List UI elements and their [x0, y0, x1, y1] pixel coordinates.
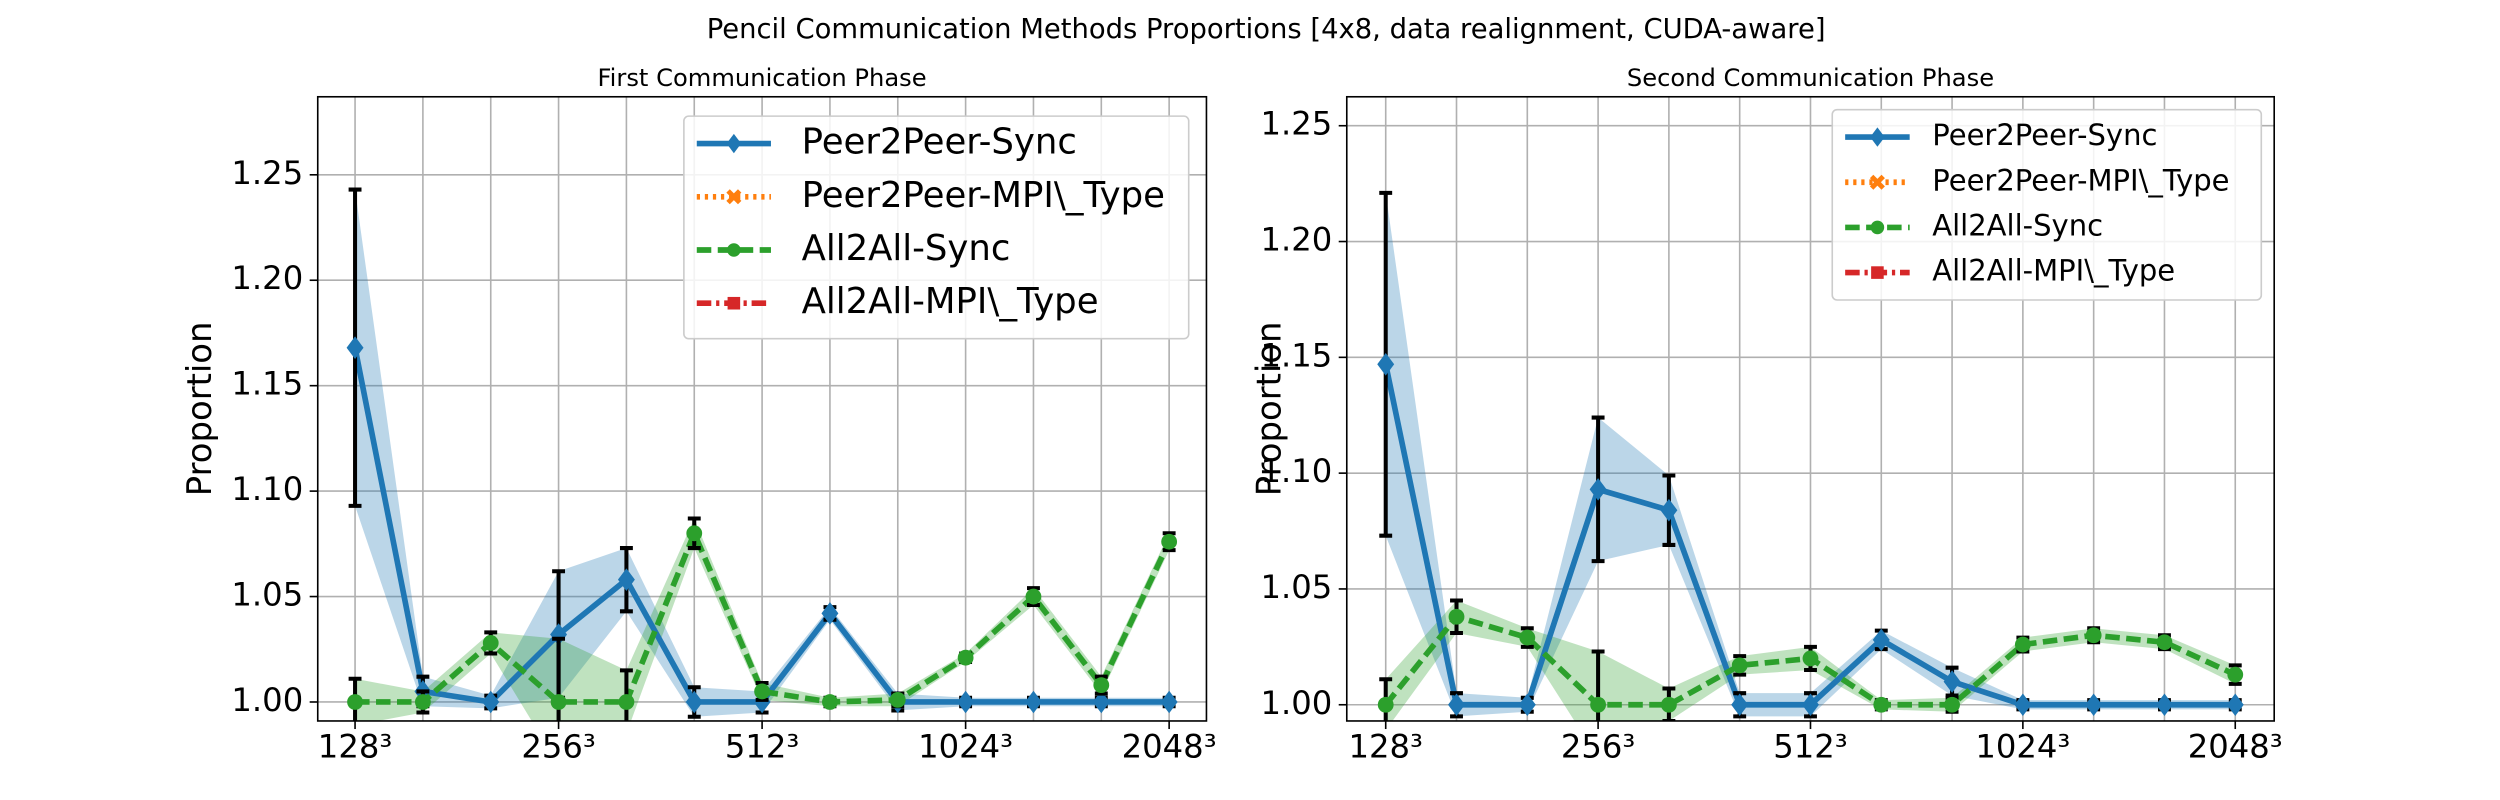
- y-tick-label: 1.05: [231, 576, 303, 614]
- marker: [957, 690, 975, 714]
- marker: [1589, 478, 1607, 501]
- y-tick-label: 1.00: [1260, 684, 1332, 722]
- marker: [618, 694, 635, 710]
- marker: [1870, 220, 1885, 235]
- x-tick-label: 128³: [318, 727, 392, 765]
- marker: [821, 602, 839, 625]
- x-tick-label: 512³: [725, 727, 799, 765]
- marker: [1024, 690, 1042, 714]
- marker: [726, 189, 742, 205]
- marker: [1093, 677, 1110, 694]
- marker: [2156, 634, 2173, 651]
- y-tick-label: 1.20: [231, 259, 303, 297]
- legend-label: Peer2Peer-Sync: [1932, 118, 2157, 152]
- marker: [754, 683, 770, 700]
- legend-label: Peer2Peer-MPI\_Type: [1932, 163, 2229, 197]
- marker: [550, 694, 567, 710]
- marker: [1802, 650, 1819, 667]
- y-tick-label: 1.10: [1260, 452, 1332, 490]
- legend-label: All2All-MPI\_Type: [802, 281, 1099, 322]
- marker: [1869, 174, 1885, 190]
- x-tick-label: 1024³: [1975, 727, 2070, 765]
- marker: [1160, 690, 1178, 714]
- marker: [822, 694, 838, 710]
- marker: [2085, 627, 2102, 644]
- marker: [1944, 696, 1960, 713]
- marker: [1377, 352, 1395, 376]
- marker: [1660, 696, 1677, 713]
- y-axis-label: Proportion: [1249, 322, 1288, 497]
- marker: [2226, 693, 2244, 717]
- legend-label: Peer2Peer-Sync: [802, 122, 1077, 163]
- x-tick-label: 2048³: [1122, 727, 1217, 765]
- marker: [727, 296, 741, 310]
- y-tick-label: 1.00: [231, 681, 303, 719]
- marker: [957, 649, 974, 666]
- y-tick-label: 1.15: [1260, 336, 1332, 374]
- marker: [2155, 693, 2173, 717]
- marker: [1871, 266, 1884, 279]
- y-axis-label: Proportion: [180, 322, 219, 497]
- legend-box: [683, 115, 1190, 340]
- marker: [1870, 127, 1885, 147]
- marker: [2014, 693, 2032, 717]
- marker: [2014, 636, 2031, 653]
- marker: [414, 694, 431, 710]
- figure-title: Pencil Communication Methods Proportions…: [707, 14, 1826, 45]
- y-tick-label: 1.15: [231, 365, 303, 403]
- marker: [617, 568, 635, 591]
- marker: [686, 525, 703, 542]
- x-tick-label: 256³: [1561, 727, 1635, 765]
- marker: [347, 694, 363, 710]
- x-tick-label: 512³: [1773, 727, 1847, 765]
- legend-label: All2All-Sync: [1932, 208, 2103, 242]
- marker: [482, 635, 499, 651]
- axes-title: First Communication Phase: [598, 64, 927, 92]
- marker: [1448, 608, 1465, 625]
- marker: [1092, 690, 1110, 714]
- marker: [1873, 696, 1890, 713]
- y-tick-label: 1.10: [231, 470, 303, 508]
- legend-label: All2All-MPI\_Type: [1932, 254, 2175, 288]
- axes-frame: [316, 95, 1208, 722]
- marker: [1660, 498, 1678, 522]
- marker: [726, 133, 742, 154]
- legend-label: Peer2Peer-MPI\_Type: [802, 175, 1165, 216]
- axes-frame: [1345, 95, 2275, 722]
- y-tick-label: 1.25: [1260, 105, 1332, 143]
- marker: [346, 336, 364, 360]
- x-tick-label: 2048³: [2188, 727, 2283, 765]
- marker: [727, 243, 741, 257]
- marker: [1731, 657, 1748, 674]
- marker: [2227, 666, 2244, 683]
- y-tick-label: 1.20: [1260, 221, 1332, 259]
- marker: [685, 690, 703, 714]
- legend-label: All2All-Sync: [802, 228, 1011, 269]
- axes-title: Second Communication Phase: [1627, 64, 1994, 92]
- marker: [1590, 696, 1607, 713]
- marker: [1161, 533, 1178, 550]
- marker: [1377, 696, 1394, 713]
- y-tick-label: 1.25: [231, 154, 303, 192]
- x-tick-label: 128³: [1348, 727, 1422, 765]
- marker: [2085, 693, 2103, 717]
- marker: [889, 691, 906, 708]
- x-tick-label: 256³: [521, 727, 595, 765]
- plot-area: [1377, 190, 2244, 721]
- plot-area: [346, 187, 1178, 721]
- marker: [1025, 588, 1042, 605]
- legend-box: [1831, 108, 2263, 301]
- marker: [1519, 629, 1536, 646]
- marker: [1872, 628, 1890, 652]
- x-tick-label: 1024³: [918, 727, 1013, 765]
- y-tick-label: 1.05: [1260, 568, 1332, 606]
